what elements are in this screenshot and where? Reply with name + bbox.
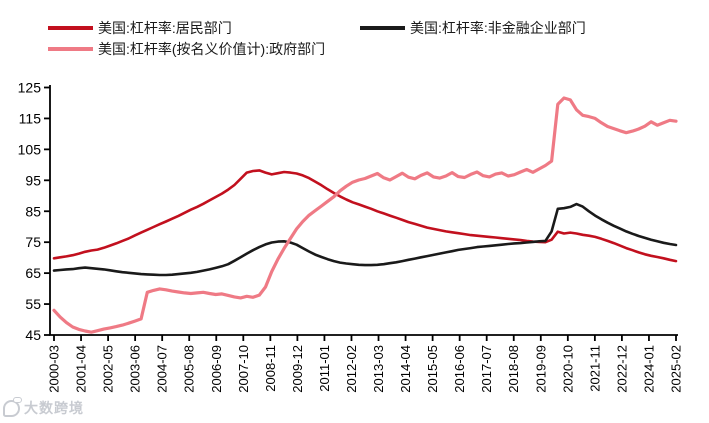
legend-item-nonfinancial-corporate: 美国:杠杆率:非金融企业部门	[360, 18, 586, 38]
series-line-0	[52, 169, 678, 263]
x-tick-label: 2015-05	[425, 345, 440, 393]
x-tick-label: 2007-10	[236, 345, 251, 393]
x-tick-label: 2004-07	[155, 345, 170, 393]
legend-item-household: 美国:杠杆率:居民部门	[48, 18, 232, 38]
y-tick-label: 85	[25, 203, 41, 219]
y-tick-label: 95	[25, 172, 41, 188]
x-tick-label: 2009-12	[290, 345, 305, 393]
x-tick-label: 2006-09	[209, 345, 224, 393]
x-tick-label: 2003-06	[128, 345, 143, 393]
x-tick-label: 2019-09	[533, 345, 548, 393]
series-line-2	[52, 96, 678, 334]
watermark: 大数跨境	[3, 396, 84, 418]
legend-label-nonfinancial-corporate: 美国:杠杆率:非金融企业部门	[410, 20, 586, 36]
x-tick-label: 2012-02	[344, 345, 359, 393]
x-tick-label: 2024-01	[641, 345, 656, 393]
x-tick-label: 2011-01	[317, 345, 332, 392]
y-tick-label: 65	[25, 265, 41, 281]
legend-label-household: 美国:杠杆率:居民部门	[98, 20, 232, 36]
x-tick-label: 2002-05	[101, 345, 116, 393]
y-tick-label: 45	[25, 327, 41, 343]
legend-swatch-government	[48, 47, 93, 51]
y-tick-label: 55	[25, 296, 41, 312]
x-tick-label: 2008-11	[263, 345, 278, 392]
y-tick-label: 115	[19, 110, 42, 126]
x-tick-label: 2025-02	[669, 345, 684, 393]
axes	[49, 85, 678, 336]
x-tick-label: 2018-08	[506, 345, 521, 393]
x-tick-label: 2022-12	[614, 345, 629, 393]
series-line-1	[52, 202, 678, 277]
x-tick-label: 2021-11	[587, 345, 602, 392]
x-tick-label: 2000-03	[47, 345, 62, 393]
y-tick-label: 75	[25, 234, 41, 250]
x-tick-label: 2013-03	[371, 345, 386, 393]
y-tick-label: 125	[18, 80, 42, 96]
legend-item-government: 美国:杠杆率(按名义价值计):政府部门	[48, 39, 325, 59]
x-tick-label: 2014-04	[398, 345, 413, 393]
x-tick-label: 2005-08	[182, 345, 197, 393]
watermark-logo-icon	[3, 396, 22, 417]
x-tick-label: 2020-10	[560, 345, 575, 393]
x-tick-label: 2001-04	[74, 345, 89, 393]
y-tick-label: 105	[18, 141, 42, 157]
watermark-text: 大数跨境	[24, 400, 84, 416]
legend-label-government: 美国:杠杆率(按名义价值计):政府部门	[98, 41, 326, 57]
x-tick-label: 2017-07	[479, 345, 494, 393]
legend-swatch-nonfinancial-corporate	[360, 26, 405, 30]
legend-swatch-household	[48, 26, 93, 30]
x-tick-label: 2016-06	[452, 345, 467, 393]
